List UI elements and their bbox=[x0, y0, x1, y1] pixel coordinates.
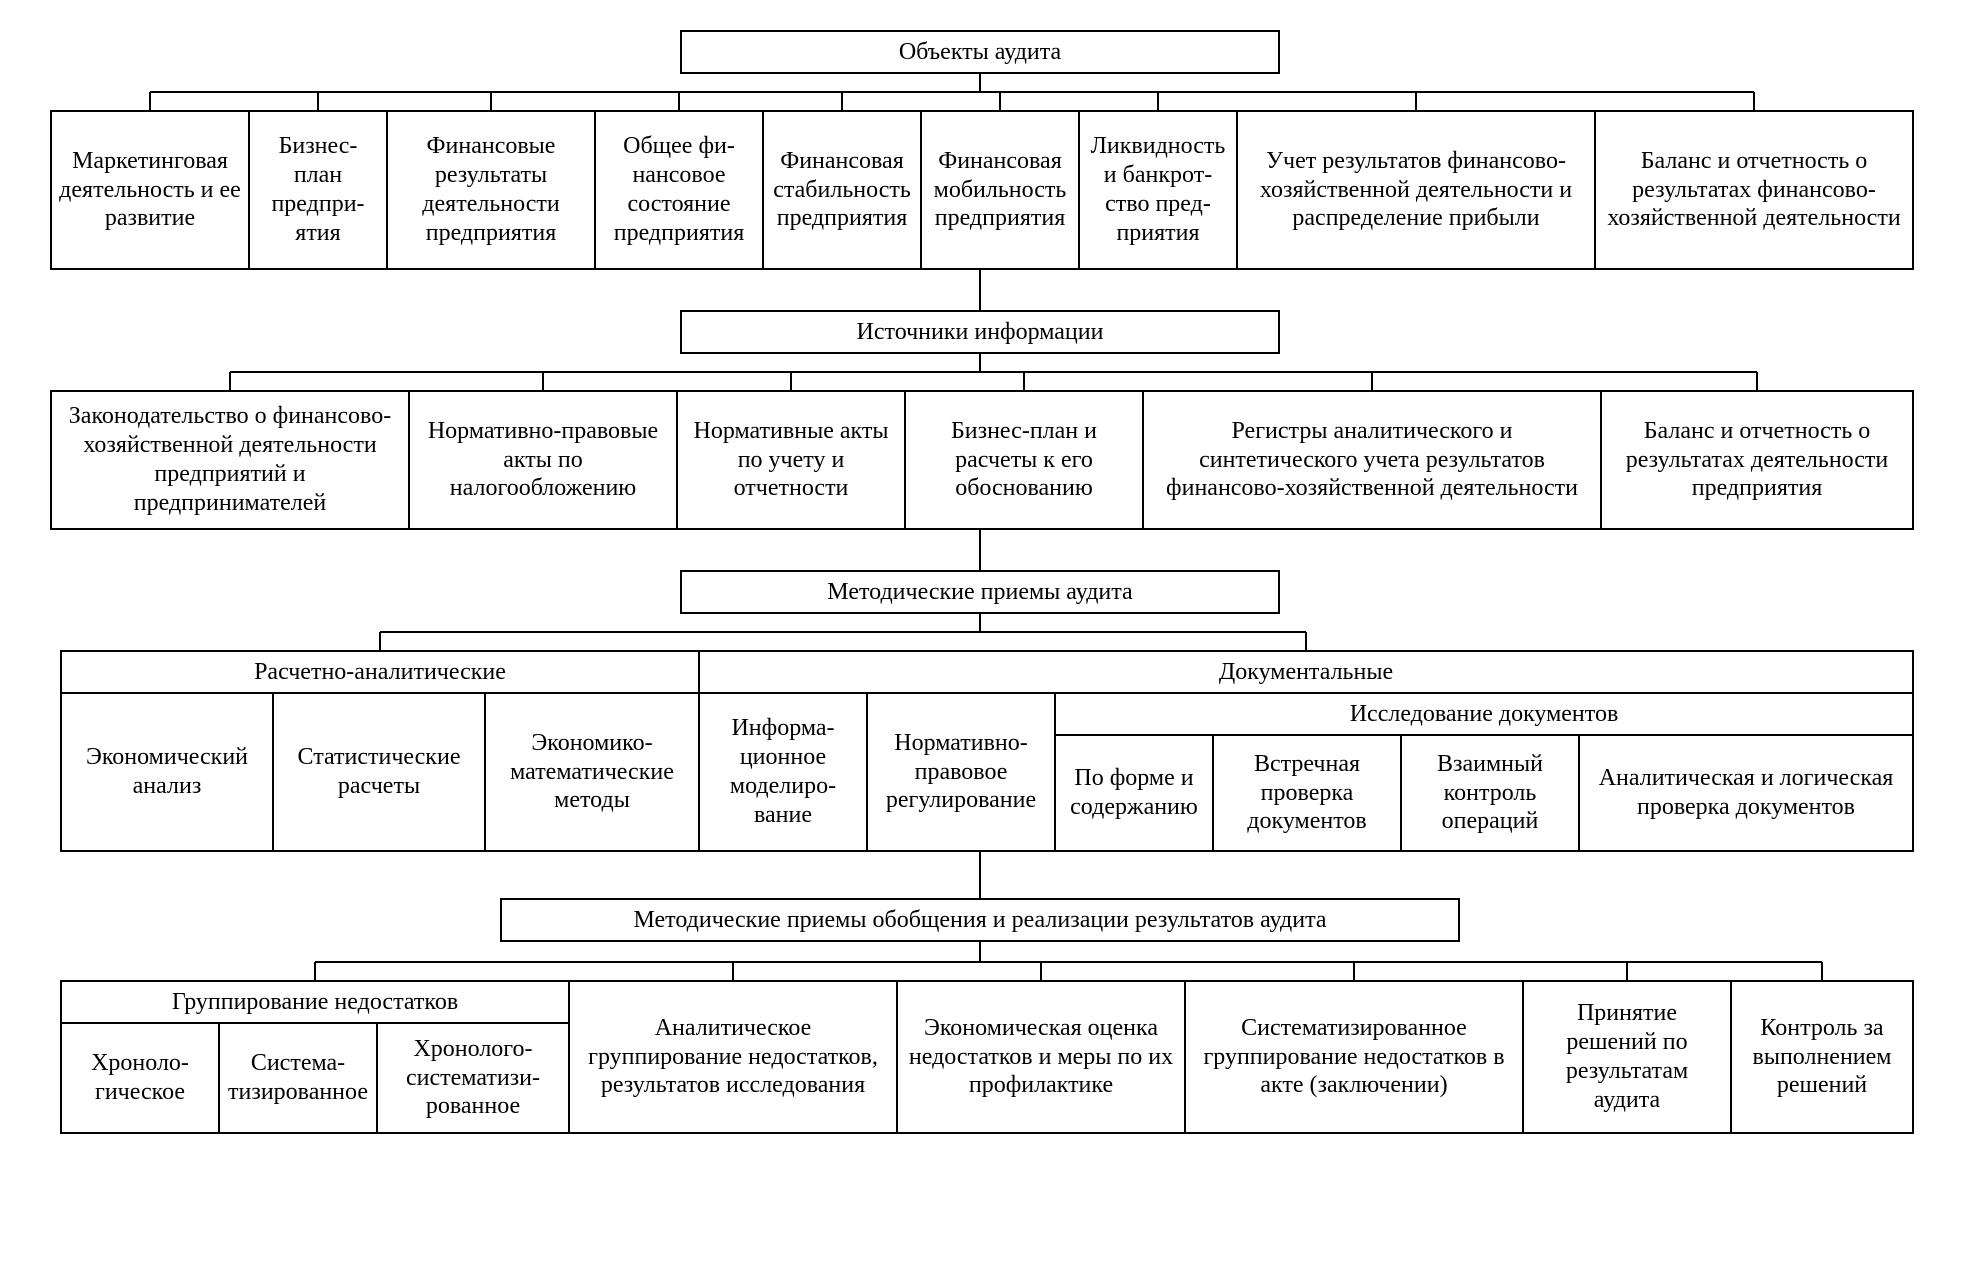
obj-item-4: Финансо­вая ста­бильность предприя­тия bbox=[762, 110, 922, 270]
docres-1: Встречная проверка документов bbox=[1212, 734, 1402, 852]
method-b-direct-0: Информа­ционное моделиро­вание bbox=[698, 692, 868, 852]
summary-3: Принятие решений по результатам аудита bbox=[1522, 980, 1732, 1134]
obj-item-1: Бизнес-план предпри­ятия bbox=[248, 110, 388, 270]
obj-item-5: Финансо­вая мо­бильность предприя­тия bbox=[920, 110, 1080, 270]
src-item-2: Нормативные акты по учету и отчетности bbox=[676, 390, 906, 530]
obj-item-7: Учет результатов финансово-хозяйствен­но… bbox=[1236, 110, 1596, 270]
grouping-0: Хроноло­гическое bbox=[60, 1022, 220, 1134]
group-a-header: Расчетно-аналитические bbox=[60, 650, 700, 694]
docres-0: По форме и содер­жанию bbox=[1054, 734, 1214, 852]
header-summary-methods: Методические приемы обобщения и реализац… bbox=[500, 898, 1460, 942]
grouping-header: Группирование недостатков bbox=[60, 980, 570, 1024]
summary-0: Аналитическое группирование недо­статков… bbox=[568, 980, 898, 1134]
obj-item-3: Общее фи­нансовое состояние предприя­тия bbox=[594, 110, 764, 270]
grouping-1: Система­тизиро­ванное bbox=[218, 1022, 378, 1134]
method-a-0: Экономиче­ский анализ bbox=[60, 692, 274, 852]
obj-item-6: Ликвид­ность и банкрот­ство пред­приятия bbox=[1078, 110, 1238, 270]
summary-1: Экономическая оценка недостат­ков и меры… bbox=[896, 980, 1186, 1134]
header-audit-methods: Методические приемы аудита bbox=[680, 570, 1280, 614]
src-item-1: Нормативно-правовые акты по налогообложе… bbox=[408, 390, 678, 530]
obj-item-2: Финансовые результаты деятельности предп… bbox=[386, 110, 596, 270]
src-item-3: Бизнес-план и расчеты к его обоснованию bbox=[904, 390, 1144, 530]
method-a-2: Экономико-математиче­ские методы bbox=[484, 692, 700, 852]
diagram-canvas: Объекты аудита Маркетин­говая дея­тельно… bbox=[20, 20, 1942, 1264]
doc-research-header: Исследование документов bbox=[1054, 692, 1914, 736]
header-info-sources: Источники информации bbox=[680, 310, 1280, 354]
method-a-1: Статистиче­ские расчеты bbox=[272, 692, 486, 852]
group-b-header: Документальные bbox=[698, 650, 1914, 694]
obj-item-8: Баланс и отчет­ность о результа­тах фина… bbox=[1594, 110, 1914, 270]
summary-2: Систематизированное группирование недо­с… bbox=[1184, 980, 1524, 1134]
method-b-direct-1: Норматив­но-правовое регулирова­ние bbox=[866, 692, 1056, 852]
header-audit-objects: Объекты аудита bbox=[680, 30, 1280, 74]
src-item-0: Законодательство о фи­нансово-хозяйствен… bbox=[50, 390, 410, 530]
docres-2: Взаимный контроль операций bbox=[1400, 734, 1580, 852]
summary-4: Контроль за выполне­нием решений bbox=[1730, 980, 1914, 1134]
obj-item-0: Маркетин­говая дея­тельность и ее развит… bbox=[50, 110, 250, 270]
docres-3: Аналитическая и логическая проверка доку… bbox=[1578, 734, 1914, 852]
src-item-4: Регистры аналитического и синтетического… bbox=[1142, 390, 1602, 530]
grouping-2: Хронолого-систематизи­рованное bbox=[376, 1022, 570, 1134]
src-item-5: Баланс и отчетность о результатах деятел… bbox=[1600, 390, 1914, 530]
